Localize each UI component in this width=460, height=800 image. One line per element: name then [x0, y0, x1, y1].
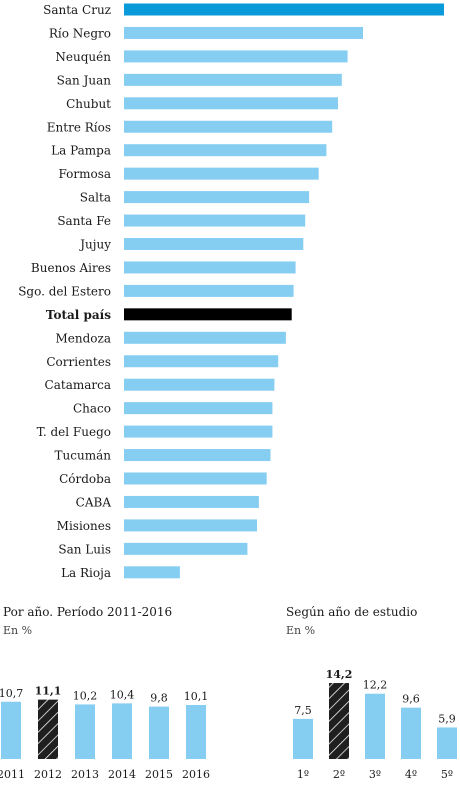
bar-santa-cruz [124, 3, 444, 16]
bar-catamarca [124, 378, 275, 391]
category-label-total-pais: Total país [46, 308, 111, 322]
x-tick-label: 1º [297, 768, 309, 781]
by-study-year-title: Según año de estudio [286, 605, 417, 619]
by-study-year-bar-chart: Según año de estudio En % 7,5 1º 14,2 2º 12,… [286, 605, 457, 781]
x-tick-label: 3º [369, 768, 381, 781]
category-label-santa-fe: Santa Fe [57, 214, 111, 228]
bar-2015 [149, 706, 169, 759]
category-label-san-luis: San Luis [58, 542, 111, 556]
bar-sgo-del-estero [124, 284, 294, 297]
category-label-neuquen: Neuquén [55, 50, 111, 64]
x-tick-label: 5º [441, 768, 453, 781]
category-label-misiones: Misiones [57, 519, 111, 533]
bar-chaco [124, 402, 273, 415]
x-tick-label: 2012 [34, 768, 62, 781]
value-label: 12,2 [363, 679, 388, 692]
bar-formosa [124, 167, 319, 180]
bar-2014 [112, 703, 132, 759]
bar-jujuy [124, 238, 304, 250]
category-label-corrientes: Corrientes [46, 355, 111, 369]
x-tick-label: 4º [405, 768, 417, 781]
x-tick-label: 2014 [108, 768, 136, 781]
by-study-year-subtitle: En % [286, 624, 315, 637]
by-year-subtitle: En % [3, 624, 32, 637]
category-label-chubut: Chubut [66, 97, 111, 111]
category-label-caba: CABA [76, 495, 112, 509]
x-tick-label: 2011 [0, 768, 25, 781]
bar-5º [437, 727, 457, 759]
category-label-san-juan: San Juan [57, 73, 112, 87]
category-label-la-pampa: La Pampa [51, 144, 111, 158]
category-label-t-del-fuego: T. del Fuego [37, 425, 111, 439]
category-label-mendoza: Mendoza [56, 331, 112, 345]
category-label-catamarca: Catamarca [45, 378, 111, 392]
category-label-buenos-aires: Buenos Aires [31, 261, 111, 275]
bar-cordoba [124, 472, 267, 485]
bar-total-pais [124, 308, 292, 321]
value-label: 10,1 [184, 690, 209, 703]
bar-3º [365, 693, 385, 759]
bar-1º [293, 718, 313, 759]
by-year-bar-chart: Por año. Período 2011-2016 En % 10,7 2011… [0, 605, 210, 781]
bar-santa-fe [124, 214, 306, 227]
x-tick-label: 2º [333, 768, 345, 781]
category-label-santa-cruz: Santa Cruz [43, 3, 111, 17]
bar-t-del-fuego [124, 425, 273, 438]
bar-la-pampa [124, 144, 327, 157]
bar-chubut [124, 97, 338, 110]
category-label-salta: Salta [80, 191, 111, 205]
bar-buenos-aires [124, 261, 296, 274]
category-label-jujuy: Jujuy [78, 238, 111, 252]
category-label-formosa: Formosa [58, 167, 111, 181]
value-label: 14,2 [326, 668, 353, 681]
value-label: 10,7 [0, 687, 23, 700]
value-label: 10,2 [73, 689, 98, 702]
bar-san-juan [124, 73, 342, 86]
bar-2013 [75, 704, 95, 759]
category-label-la-rioja: La Rioja [61, 566, 111, 580]
category-label-entre-rios: Entre Ríos [47, 120, 111, 134]
category-label-tucuman: Tucumán [55, 449, 112, 463]
bar-4º [401, 707, 421, 759]
category-label-cordoba: Córdoba [59, 472, 111, 486]
bar-2016 [186, 704, 206, 759]
bar-corrientes [124, 355, 279, 368]
bar-san-luis [124, 542, 248, 555]
by-year-title: Por año. Período 2011-2016 [3, 605, 172, 619]
x-tick-label: 2016 [182, 768, 210, 781]
bar-entre-rios [124, 120, 333, 133]
value-label: 10,4 [110, 688, 135, 701]
x-tick-label: 2015 [145, 768, 173, 781]
bar-2012 [38, 699, 58, 759]
value-label: 9,6 [402, 693, 420, 706]
bar-la-rioja [124, 566, 180, 579]
bar-caba [124, 495, 259, 508]
bar-neuquen [124, 50, 348, 63]
bar-salta [124, 191, 310, 204]
category-label-chaco: Chaco [73, 402, 111, 416]
bar-2º [329, 683, 349, 759]
x-tick-label: 2013 [71, 768, 99, 781]
value-label: 11,1 [35, 685, 62, 698]
value-label: 9,8 [150, 692, 168, 705]
category-label-rio-negro: Río Negro [49, 26, 111, 40]
category-label-sgo-del-estero: Sgo. del Estero [18, 284, 111, 298]
provinces-bar-chart: Santa Cruz Río Negro Neuquén San Juan Chubut… [18, 3, 444, 580]
bar-2011 [1, 701, 21, 759]
value-label: 7,5 [294, 704, 312, 717]
bar-tucuman [124, 449, 271, 462]
bar-rio-negro [124, 26, 363, 39]
value-label: 5,9 [438, 712, 456, 725]
bar-misiones [124, 519, 257, 532]
bar-mendoza [124, 331, 286, 344]
